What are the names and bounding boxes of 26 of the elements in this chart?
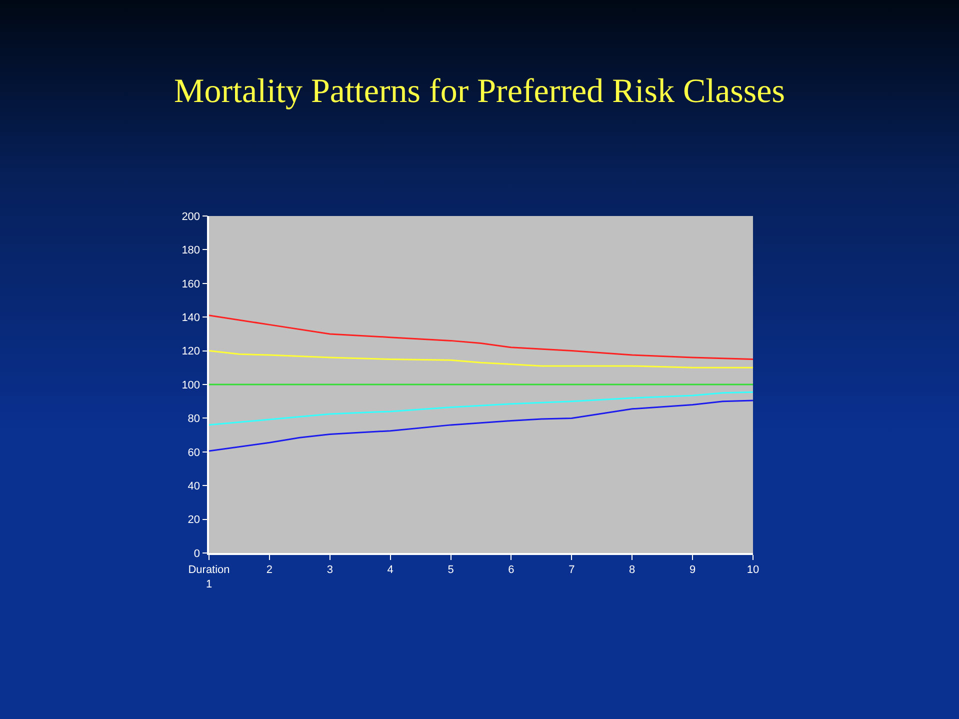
y-tick-label: 80 xyxy=(188,413,200,426)
line-series xyxy=(209,314,753,360)
line-series xyxy=(209,400,753,452)
x-tick-label: 6 xyxy=(508,564,514,576)
line-series xyxy=(209,350,753,368)
y-tick-label: 100 xyxy=(182,379,200,392)
y-tick-label: 60 xyxy=(188,446,200,459)
line-series xyxy=(209,391,753,426)
y-tick-label: 200 xyxy=(182,210,200,223)
x-tick-label: 10 xyxy=(746,564,760,576)
y-tick-label: 0 xyxy=(194,548,200,560)
x-tick-label: 4 xyxy=(387,564,394,576)
x-tick-label: 5 xyxy=(448,564,454,576)
y-tick-label: 120 xyxy=(182,346,200,358)
x-tick-label: 9 xyxy=(689,564,696,576)
x-tick-label: 3 xyxy=(326,564,333,576)
y-tick-label: 20 xyxy=(188,514,200,526)
x-tick-label: 7 xyxy=(568,564,575,576)
y-tick-label: 140 xyxy=(182,312,200,324)
y-tick-label: 180 xyxy=(182,244,200,257)
chart-title: Mortality Patterns for Preferred Risk Classes xyxy=(174,72,785,110)
x-tick-label: 8 xyxy=(629,564,636,576)
y-tick-label: 160 xyxy=(182,278,200,290)
x-tick-label: Duration 1 xyxy=(188,564,230,590)
y-tick-label: 40 xyxy=(188,480,200,492)
x-tick-label: 2 xyxy=(266,564,273,576)
